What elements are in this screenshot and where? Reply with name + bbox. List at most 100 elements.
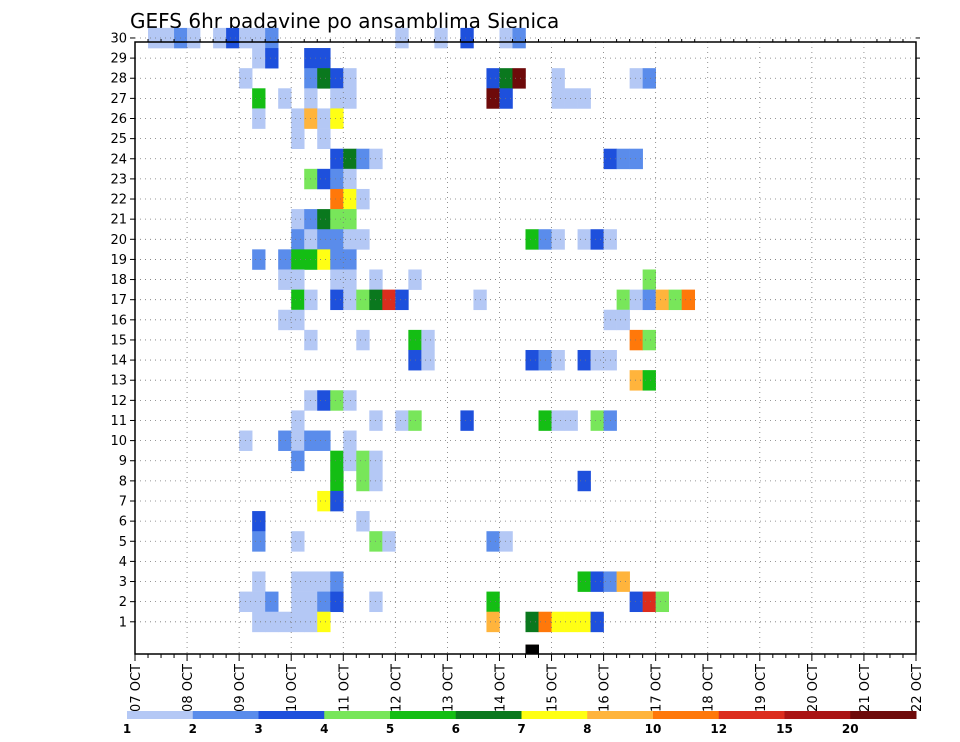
legend-swatch (653, 711, 720, 719)
cell-m24-t37 (616, 148, 630, 170)
x-tick-label: 15 OCT (546, 664, 561, 712)
cell-m24-t38 (629, 148, 643, 170)
y-tick-label: 2 (119, 595, 127, 610)
cell-m17-t12 (291, 289, 305, 311)
legend-label: 12 (710, 722, 727, 736)
x-tick-label: 19 OCT (754, 664, 769, 712)
y-tick-label: 5 (119, 535, 127, 550)
chart-title: GEFS 6hr padavine po ansamblima Sjenica (130, 9, 559, 33)
cell-m1-t32 (551, 611, 565, 633)
cell-m7-t14 (317, 490, 331, 512)
cell-m5-t28 (499, 531, 513, 552)
cell-m17-t15 (330, 289, 344, 311)
x-tick-label: 10 OCT (285, 664, 300, 712)
cell-m16-t11 (278, 309, 292, 331)
y-tick-label: 23 (110, 172, 127, 187)
cell-m5-t27 (486, 531, 500, 552)
cell-m1-t10 (265, 611, 279, 633)
cell-m10-t16 (343, 430, 357, 451)
heatmap-cells (148, 27, 696, 655)
cell-m19-t14 (317, 249, 331, 270)
cell-m6-t9 (252, 511, 266, 532)
legend-label: 2 (189, 722, 197, 736)
cell-m28-t39 (642, 68, 656, 89)
cell-m8-t17 (356, 470, 370, 492)
y-tick-label: 4 (119, 555, 127, 570)
cell-m30-t10 (265, 27, 279, 49)
y-axis: 1234567891011121314151617181920212223242… (110, 31, 920, 630)
y-tick-label: 11 (110, 414, 127, 429)
y-tick-label: 14 (110, 354, 127, 369)
cell-m30-t7 (226, 27, 240, 49)
cell-m2-t10 (265, 591, 279, 613)
cell-m3-t15 (330, 571, 344, 592)
cell-m30-t23 (434, 27, 448, 49)
cell-m12-t14 (317, 390, 331, 411)
cell-m1-t33 (564, 611, 578, 633)
y-tick-label: 21 (110, 213, 127, 228)
cell-m29-t9 (252, 48, 266, 69)
cell-m11-t35 (590, 410, 604, 431)
cell-m20-t16 (343, 229, 357, 250)
x-tick-label: 17 OCT (650, 664, 665, 712)
cell-m20-t17 (356, 229, 370, 250)
cell-m21-t15 (330, 209, 344, 230)
cell-m16-t12 (291, 309, 305, 331)
cell-m22-t16 (343, 188, 357, 210)
y-tick-label: 17 (110, 293, 127, 308)
cell-m29-t14 (317, 48, 331, 69)
cell-m28-t38 (629, 68, 643, 89)
legend-label: 20 (842, 722, 859, 736)
cell-m20-t14 (317, 229, 331, 250)
cell-m13-t38 (629, 370, 643, 391)
cell-m20-t30 (525, 229, 539, 250)
x-tick-label: 11 OCT (337, 664, 352, 712)
cell-m17-t38 (629, 289, 643, 311)
x-tick-label: 18 OCT (702, 664, 717, 712)
grid-lines (135, 37, 916, 654)
x-tick-label: 14 OCT (493, 664, 508, 712)
cell-m29-t10 (265, 48, 279, 69)
y-tick-label: 30 (110, 31, 127, 46)
cell-m19-t11 (278, 249, 292, 270)
cell-m20-t15 (330, 229, 344, 250)
cell-m3-t14 (317, 571, 331, 592)
y-tick-label: 26 (110, 112, 127, 127)
y-tick-label: 25 (110, 132, 127, 147)
cell-m2-t15 (330, 591, 344, 613)
cell-m6-t17 (356, 511, 370, 532)
cell-m2-t14 (317, 591, 331, 613)
y-tick-label: 10 (110, 434, 127, 449)
legend-label: 5 (386, 722, 394, 736)
y-tick-label: 1 (119, 615, 127, 630)
cell-m17-t16 (343, 289, 357, 311)
cell-m19-t16 (343, 249, 357, 270)
cell-m15-t17 (356, 329, 370, 351)
cell-m26-t12 (291, 108, 305, 129)
cell-m18-t39 (642, 269, 656, 290)
cell-m20-t34 (577, 229, 591, 250)
legend-swatch (521, 711, 588, 719)
cell-m10-t14 (317, 430, 331, 451)
y-tick-label: 27 (110, 92, 127, 107)
cell-m2-t39 (642, 591, 656, 613)
cell-m17-t40 (655, 289, 669, 311)
cell-m12-t16 (343, 390, 357, 411)
cell-m10-t11 (278, 430, 292, 451)
cell-m2-t38 (629, 591, 643, 613)
cell-m28-t14 (317, 68, 331, 89)
cell-m27-t16 (343, 88, 357, 109)
cell-m26-t14 (317, 108, 331, 129)
cell-m5-t9 (252, 531, 266, 552)
cell-m25-t14 (317, 128, 331, 149)
x-tick-label: 16 OCT (598, 664, 613, 712)
cell-m27-t9 (252, 88, 266, 109)
cell-m27-t27 (486, 88, 500, 109)
legend-swatch (324, 711, 391, 719)
x-tick-label: 12 OCT (389, 664, 404, 712)
y-tick-label: 15 (110, 333, 127, 348)
cell-m20-t35 (590, 229, 604, 250)
x-tick-label: 07 OCT (129, 664, 144, 712)
legend-swatch (587, 711, 654, 719)
